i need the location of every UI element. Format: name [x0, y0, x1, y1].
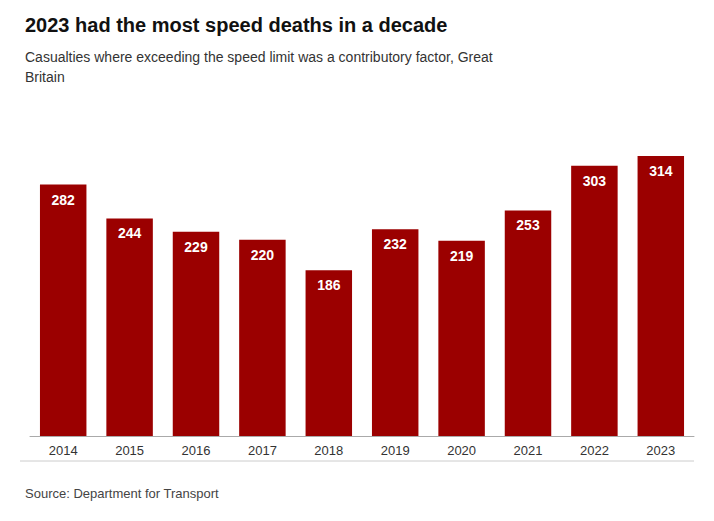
svg-text:2019: 2019: [381, 443, 410, 458]
svg-text:2018: 2018: [314, 443, 343, 458]
svg-text:2014: 2014: [49, 443, 78, 458]
svg-text:253: 253: [516, 217, 540, 233]
svg-text:2023: 2023: [646, 443, 675, 458]
svg-text:Source: Department for Transpo: Source: Department for Transport: [25, 486, 219, 501]
svg-text:2015: 2015: [115, 443, 144, 458]
svg-text:2017: 2017: [248, 443, 277, 458]
svg-text:314: 314: [649, 163, 673, 179]
svg-text:2022: 2022: [580, 443, 609, 458]
svg-text:Casualties where exceeding the: Casualties where exceeding the speed lim…: [25, 49, 493, 65]
svg-text:232: 232: [384, 236, 408, 252]
svg-text:282: 282: [52, 192, 76, 208]
svg-text:2020: 2020: [447, 443, 476, 458]
svg-text:Britain: Britain: [25, 69, 65, 85]
svg-text:2021: 2021: [514, 443, 543, 458]
svg-text:229: 229: [184, 239, 208, 255]
svg-text:2016: 2016: [182, 443, 211, 458]
svg-text:2023 had the most speed deaths: 2023 had the most speed deaths in a deca…: [25, 14, 447, 36]
svg-text:219: 219: [450, 248, 474, 264]
svg-text:303: 303: [583, 173, 607, 189]
svg-text:244: 244: [118, 225, 142, 241]
svg-text:186: 186: [317, 277, 341, 293]
svg-text:220: 220: [251, 247, 275, 263]
